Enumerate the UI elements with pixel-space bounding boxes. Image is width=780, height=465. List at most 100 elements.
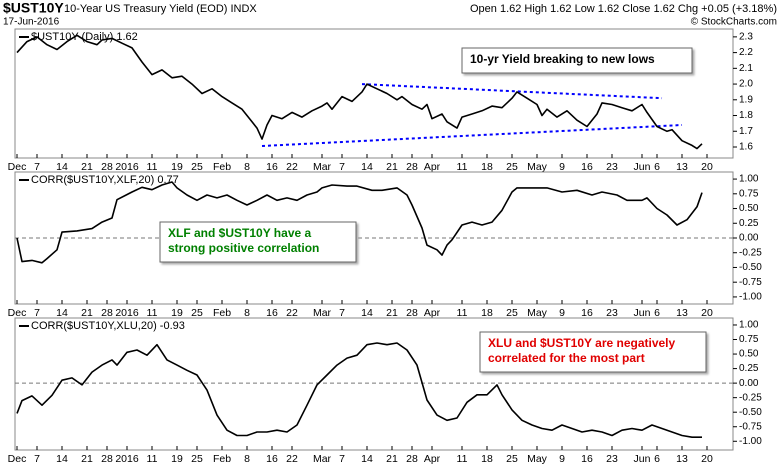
x-tick-label: 7	[339, 161, 345, 173]
x-tick-label: Feb	[213, 161, 231, 173]
annotation-text: 10-yr Yield breaking to new lows	[470, 52, 655, 66]
plot-area	[16, 34, 703, 150]
x-tick-label: Mar	[313, 453, 332, 465]
y-tick-label: 1.6	[739, 142, 753, 153]
x-tick-label: 28	[406, 453, 418, 465]
x-tick-label: 19	[171, 453, 183, 465]
y-tick-label: 2.0	[739, 79, 753, 90]
x-tick-label: 25	[506, 161, 518, 173]
x-tick-label: Feb	[213, 307, 231, 319]
y-tick-label: 1.8	[739, 110, 753, 121]
x-tick-label: May	[527, 161, 548, 173]
annotation-text: strong positive correlation	[168, 241, 319, 255]
annotation-text: correlated for the most part	[488, 351, 645, 365]
y-tick-label: 0.00	[739, 233, 759, 244]
watermark: © StockCharts.com	[691, 17, 777, 28]
x-tick-label: 2016	[115, 453, 139, 465]
y-tick-label: 1.00	[739, 320, 759, 331]
x-tick-label: 8	[244, 307, 250, 319]
x-tick-label: 23	[606, 307, 618, 319]
legend-label: CORR($UST10Y,XLU,20) -0.93	[31, 320, 185, 332]
x-tick-label: 7	[34, 453, 40, 465]
x-tick-label: Apr	[424, 161, 441, 173]
date: 17-Jun-2016	[3, 17, 60, 28]
x-tick-label: Jun	[634, 307, 651, 319]
symbol: $UST10Y	[3, 0, 64, 16]
x-tick-label: 6	[654, 161, 660, 173]
x-tick-label: 21	[81, 453, 93, 465]
y-tick-label: 0.00	[739, 378, 759, 389]
y-tick-label: 0.25	[739, 218, 759, 229]
x-tick-label: 14	[56, 161, 68, 173]
x-tick-label: 14	[361, 161, 373, 173]
x-tick-label: Jun	[634, 453, 651, 465]
x-tick-label: 8	[244, 161, 250, 173]
x-tick-label: 11	[147, 453, 158, 465]
symbol-name: 10-Year US Treasury Yield (EOD) INDX	[64, 3, 257, 15]
y-tick-label: 0.75	[739, 188, 759, 199]
y-tick-label: -0.50	[739, 262, 762, 273]
quote: Open 1.62 High 1.62 Low 1.62 Close 1.62 …	[470, 3, 777, 15]
y-tick-label: 2.1	[739, 63, 753, 74]
price-line	[16, 181, 703, 264]
y-tick-label: -1.00	[739, 292, 762, 303]
x-tick-label: Mar	[313, 307, 332, 319]
annotation-text: XLU and $UST10Y are negatively	[488, 336, 676, 350]
x-tick-label: 14	[361, 453, 373, 465]
x-tick-label: Dec	[8, 161, 27, 173]
x-tick-label: 13	[676, 453, 688, 465]
x-tick-label: 16	[581, 453, 593, 465]
x-tick-label: Dec	[8, 453, 27, 465]
x-tick-label: 25	[191, 307, 203, 319]
y-tick-label: -0.50	[739, 407, 762, 418]
x-tick-label: 13	[676, 307, 688, 319]
x-tick-label: 21	[81, 161, 93, 173]
y-tick-label: -1.00	[739, 436, 762, 447]
x-tick-label: 14	[361, 307, 373, 319]
x-tick-label: 20	[701, 307, 713, 319]
y-tick-label: 2.3	[739, 32, 753, 43]
x-tick-label: 6	[654, 453, 660, 465]
y-tick-label: 0.50	[739, 349, 759, 360]
x-tick-label: 14	[56, 453, 68, 465]
x-tick-label: 11	[147, 161, 158, 173]
x-tick-label: Mar	[313, 161, 332, 173]
x-tick-label: 23	[606, 453, 618, 465]
x-tick-label: May	[527, 307, 548, 319]
x-tick-label: 18	[481, 161, 493, 173]
x-tick-label: 23	[606, 161, 618, 173]
annotation-box	[479, 331, 707, 373]
legend-label: $UST10Y (Daily) 1.62	[31, 31, 138, 43]
plot-area	[15, 342, 733, 438]
x-tick-label: 25	[191, 161, 203, 173]
y-tick-label: -0.75	[739, 277, 762, 288]
annotation-text: XLF and $UST10Y have a	[168, 226, 311, 240]
x-tick-label: 28	[406, 307, 418, 319]
x-tick-label: 25	[506, 453, 518, 465]
x-tick-label: 7	[34, 161, 40, 173]
x-tick-label: 16	[581, 307, 593, 319]
x-tick-label: 9	[559, 453, 565, 465]
y-tick-label: -0.25	[739, 392, 762, 403]
x-tick-label: 25	[506, 307, 518, 319]
y-tick-label: 0.75	[739, 334, 759, 345]
x-tick-label: 21	[386, 307, 398, 319]
x-tick-label: 21	[386, 453, 398, 465]
y-tick-label: -0.75	[739, 421, 762, 432]
trend-line	[361, 83, 663, 100]
y-tick-label: 1.7	[739, 126, 753, 137]
x-tick-label: 16	[266, 307, 278, 319]
x-tick-label: 16	[581, 161, 593, 173]
x-tick-label: 21	[386, 161, 398, 173]
x-tick-label: 9	[559, 307, 565, 319]
x-tick-label: Feb	[213, 453, 231, 465]
x-tick-label: 6	[654, 307, 660, 319]
x-tick-label: 20	[701, 161, 713, 173]
x-tick-label: 19	[171, 161, 183, 173]
x-tick-label: 16	[266, 161, 278, 173]
x-tick-label: 19	[171, 307, 183, 319]
x-tick-label: 18	[481, 307, 493, 319]
price-line	[16, 342, 702, 438]
price-line	[16, 34, 703, 150]
